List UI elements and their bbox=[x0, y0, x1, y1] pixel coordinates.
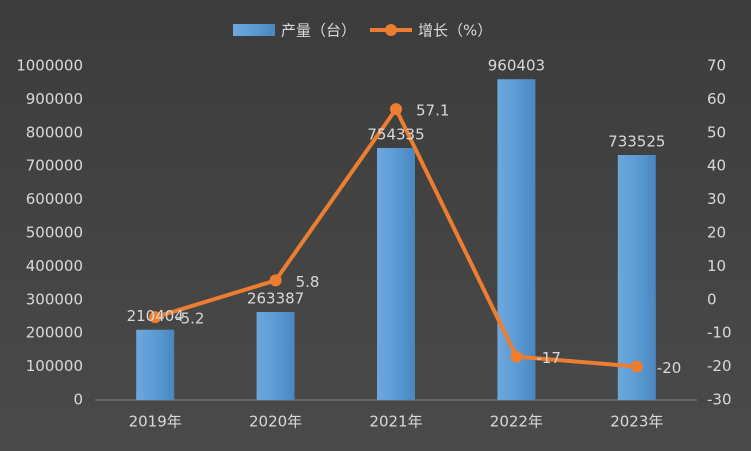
bar bbox=[377, 148, 415, 400]
y-tick-label: 1000000 bbox=[16, 57, 83, 75]
y-tick-label: 900000 bbox=[26, 90, 83, 108]
y2-tick-label: -20 bbox=[707, 357, 732, 375]
x-tick-label: 2023年 bbox=[610, 413, 663, 431]
bar-value-label: 960403 bbox=[488, 57, 545, 75]
y2-tick-label: 60 bbox=[707, 90, 726, 108]
bar-value-label: 263387 bbox=[247, 290, 304, 308]
legend-swatch-marker bbox=[385, 24, 398, 36]
y-tick-label: 800000 bbox=[26, 123, 83, 141]
line-value-label: -5.2 bbox=[175, 310, 204, 328]
bar-value-label: 210404 bbox=[127, 307, 184, 325]
bar-value-label: 754335 bbox=[367, 126, 424, 144]
y-tick-label: 100000 bbox=[26, 357, 83, 375]
y-tick-label: 700000 bbox=[26, 157, 83, 175]
y2-tick-label: 40 bbox=[707, 157, 726, 175]
y2-tick-label: -30 bbox=[707, 391, 732, 409]
y2-tick-label: 50 bbox=[707, 123, 726, 141]
y2-tick-label: 10 bbox=[707, 257, 726, 275]
x-tick-label: 2019年 bbox=[129, 413, 182, 431]
x-tick-label: 2021年 bbox=[369, 413, 422, 431]
legend-swatch bbox=[233, 24, 275, 36]
y2-tick-label: -10 bbox=[707, 324, 732, 342]
x-tick-label: 2022年 bbox=[490, 413, 543, 431]
bar bbox=[136, 329, 175, 400]
line-value-label: -17 bbox=[536, 349, 561, 367]
y2-tick-label: 0 bbox=[707, 290, 717, 308]
bar bbox=[497, 79, 536, 400]
y2-tick-label: 70 bbox=[707, 57, 726, 75]
line-marker bbox=[630, 360, 643, 373]
y2-tick-label: 30 bbox=[707, 190, 726, 208]
y-tick-label: 600000 bbox=[26, 190, 83, 208]
line-value-label: 5.8 bbox=[296, 273, 320, 291]
bar-value-label: 733525 bbox=[608, 133, 665, 151]
y-tick-label: 200000 bbox=[26, 324, 83, 342]
legend-label: 增长（%） bbox=[418, 22, 492, 40]
y-tick-label: 500000 bbox=[26, 224, 83, 242]
y-tick-label: 300000 bbox=[26, 290, 83, 308]
y2-tick-label: 20 bbox=[707, 224, 726, 242]
legend-label: 产量（台） bbox=[281, 22, 356, 40]
line-value-label: -20 bbox=[657, 359, 682, 377]
line-marker bbox=[510, 350, 523, 363]
x-tick-label: 2020年 bbox=[249, 413, 302, 431]
bar bbox=[617, 155, 656, 400]
line-value-label: 57.1 bbox=[416, 102, 449, 120]
bar bbox=[256, 312, 295, 400]
y-tick-label: 0 bbox=[73, 391, 83, 409]
line-marker bbox=[269, 274, 282, 287]
y-tick-label: 400000 bbox=[26, 257, 83, 275]
line-marker bbox=[149, 311, 162, 324]
line-marker bbox=[390, 103, 402, 116]
